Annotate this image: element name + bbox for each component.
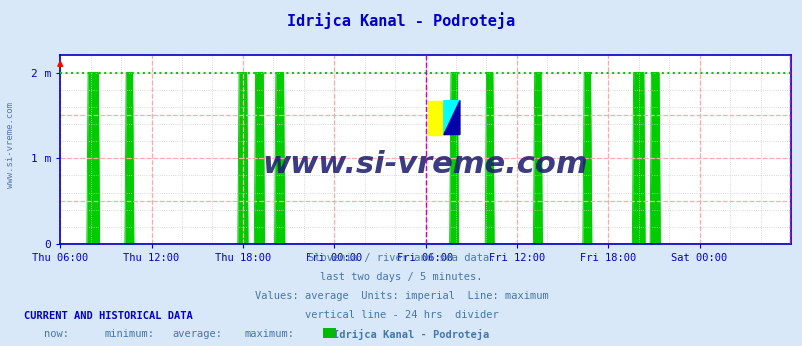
Text: www.si-vreme.com: www.si-vreme.com — [262, 150, 588, 179]
Text: Idrijca Kanal - Podroteja: Idrijca Kanal - Podroteja — [287, 12, 515, 29]
Text: vertical line - 24 hrs  divider: vertical line - 24 hrs divider — [304, 310, 498, 320]
Text: Slovenia / river and sea data.: Slovenia / river and sea data. — [307, 253, 495, 263]
Polygon shape — [444, 101, 460, 135]
Text: now:: now: — [44, 329, 69, 339]
Text: CURRENT AND HISTORICAL DATA: CURRENT AND HISTORICAL DATA — [24, 311, 192, 321]
Text: Idrijca Kanal - Podroteja: Idrijca Kanal - Podroteja — [333, 329, 489, 340]
Text: maximum:: maximum: — [245, 329, 294, 339]
Text: last two days / 5 minutes.: last two days / 5 minutes. — [320, 272, 482, 282]
Text: average:: average: — [172, 329, 222, 339]
Bar — [427, 101, 444, 135]
Polygon shape — [444, 101, 460, 135]
Text: Values: average  Units: imperial  Line: maximum: Values: average Units: imperial Line: ma… — [254, 291, 548, 301]
Text: minimum:: minimum: — [104, 329, 154, 339]
Text: www.si-vreme.com: www.si-vreme.com — [6, 102, 15, 188]
